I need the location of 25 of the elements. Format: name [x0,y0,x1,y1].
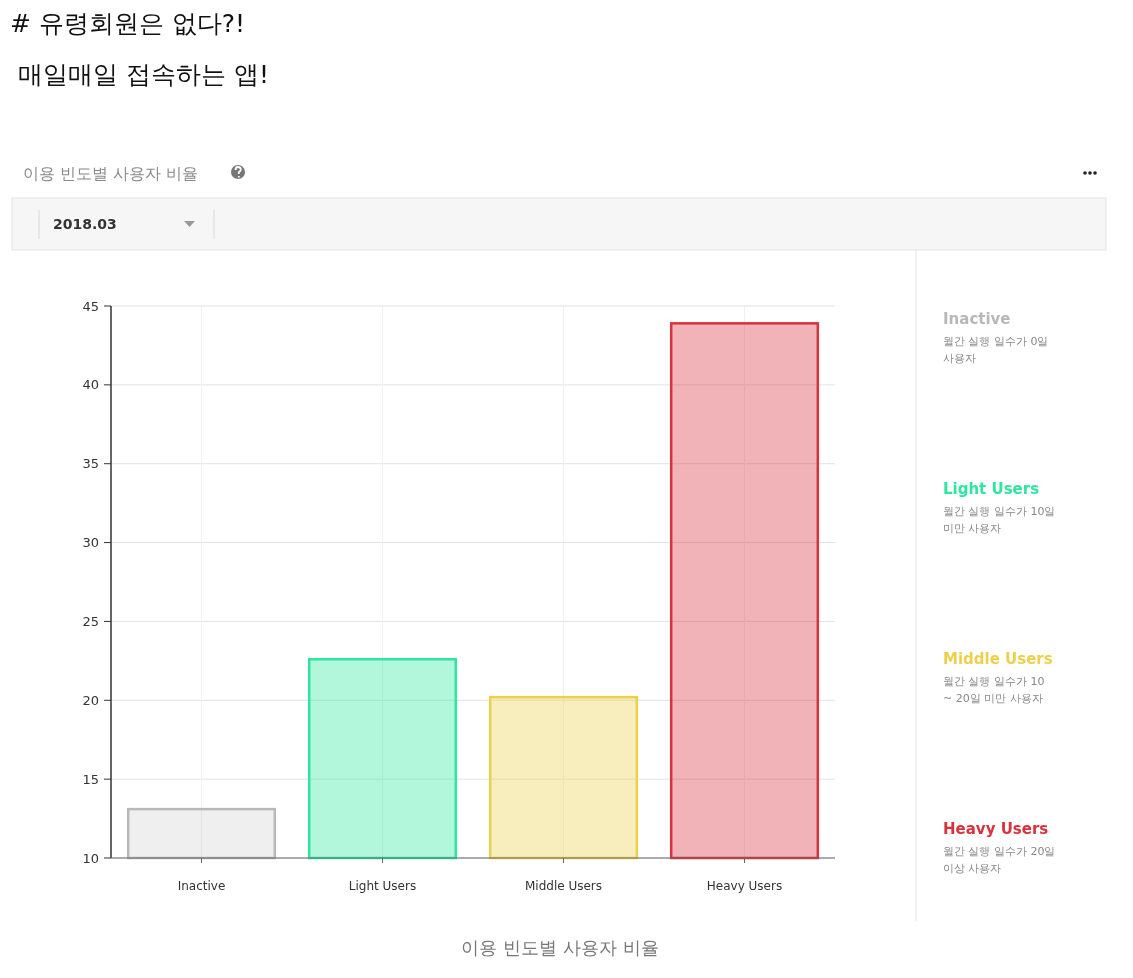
y-tick-label: 45 [82,298,99,314]
category-label: Light Users [943,480,1040,498]
y-tick-label: 40 [82,377,99,393]
text: 2018.03 [53,216,117,232]
x-tick-label: Middle Users [524,879,603,893]
text: 월간 실행 일수가 20일 이상 사용자 [943,845,1056,875]
y-tick-label: 10 [82,850,99,866]
x-tick-label: Light Users [348,879,417,893]
y-tick-label: 15 [82,771,99,787]
text: 월간 실행 일수가 0일 사용자 [943,335,1049,365]
text: 이용 빈도별 사용자 비율 [461,937,659,958]
chart-title: # 유령회원은 없다?! [10,9,246,38]
x-tick-label: Heavy Users [706,879,783,893]
category-label: Inactive [943,310,1011,328]
category-label: Heavy Users [943,820,1049,838]
y-tick-label: 25 [82,613,99,629]
y-tick-label: 30 [82,535,99,551]
y-tick-label: 20 [82,692,99,708]
chart-subtitle: 매일매일 접속하는 앱! [18,60,269,89]
text: 이용 빈도별 사용자 비율 [23,164,199,183]
x-tick-label: Inactive [177,879,226,893]
text: 월간 실행 일수가 10일 미만 사용자 [943,505,1056,535]
category-label: Middle Users [943,650,1053,668]
text: 월간 실행 일수가 10 ~ 20일 미만 사용자 [943,675,1045,705]
y-tick-label: 35 [82,456,99,472]
